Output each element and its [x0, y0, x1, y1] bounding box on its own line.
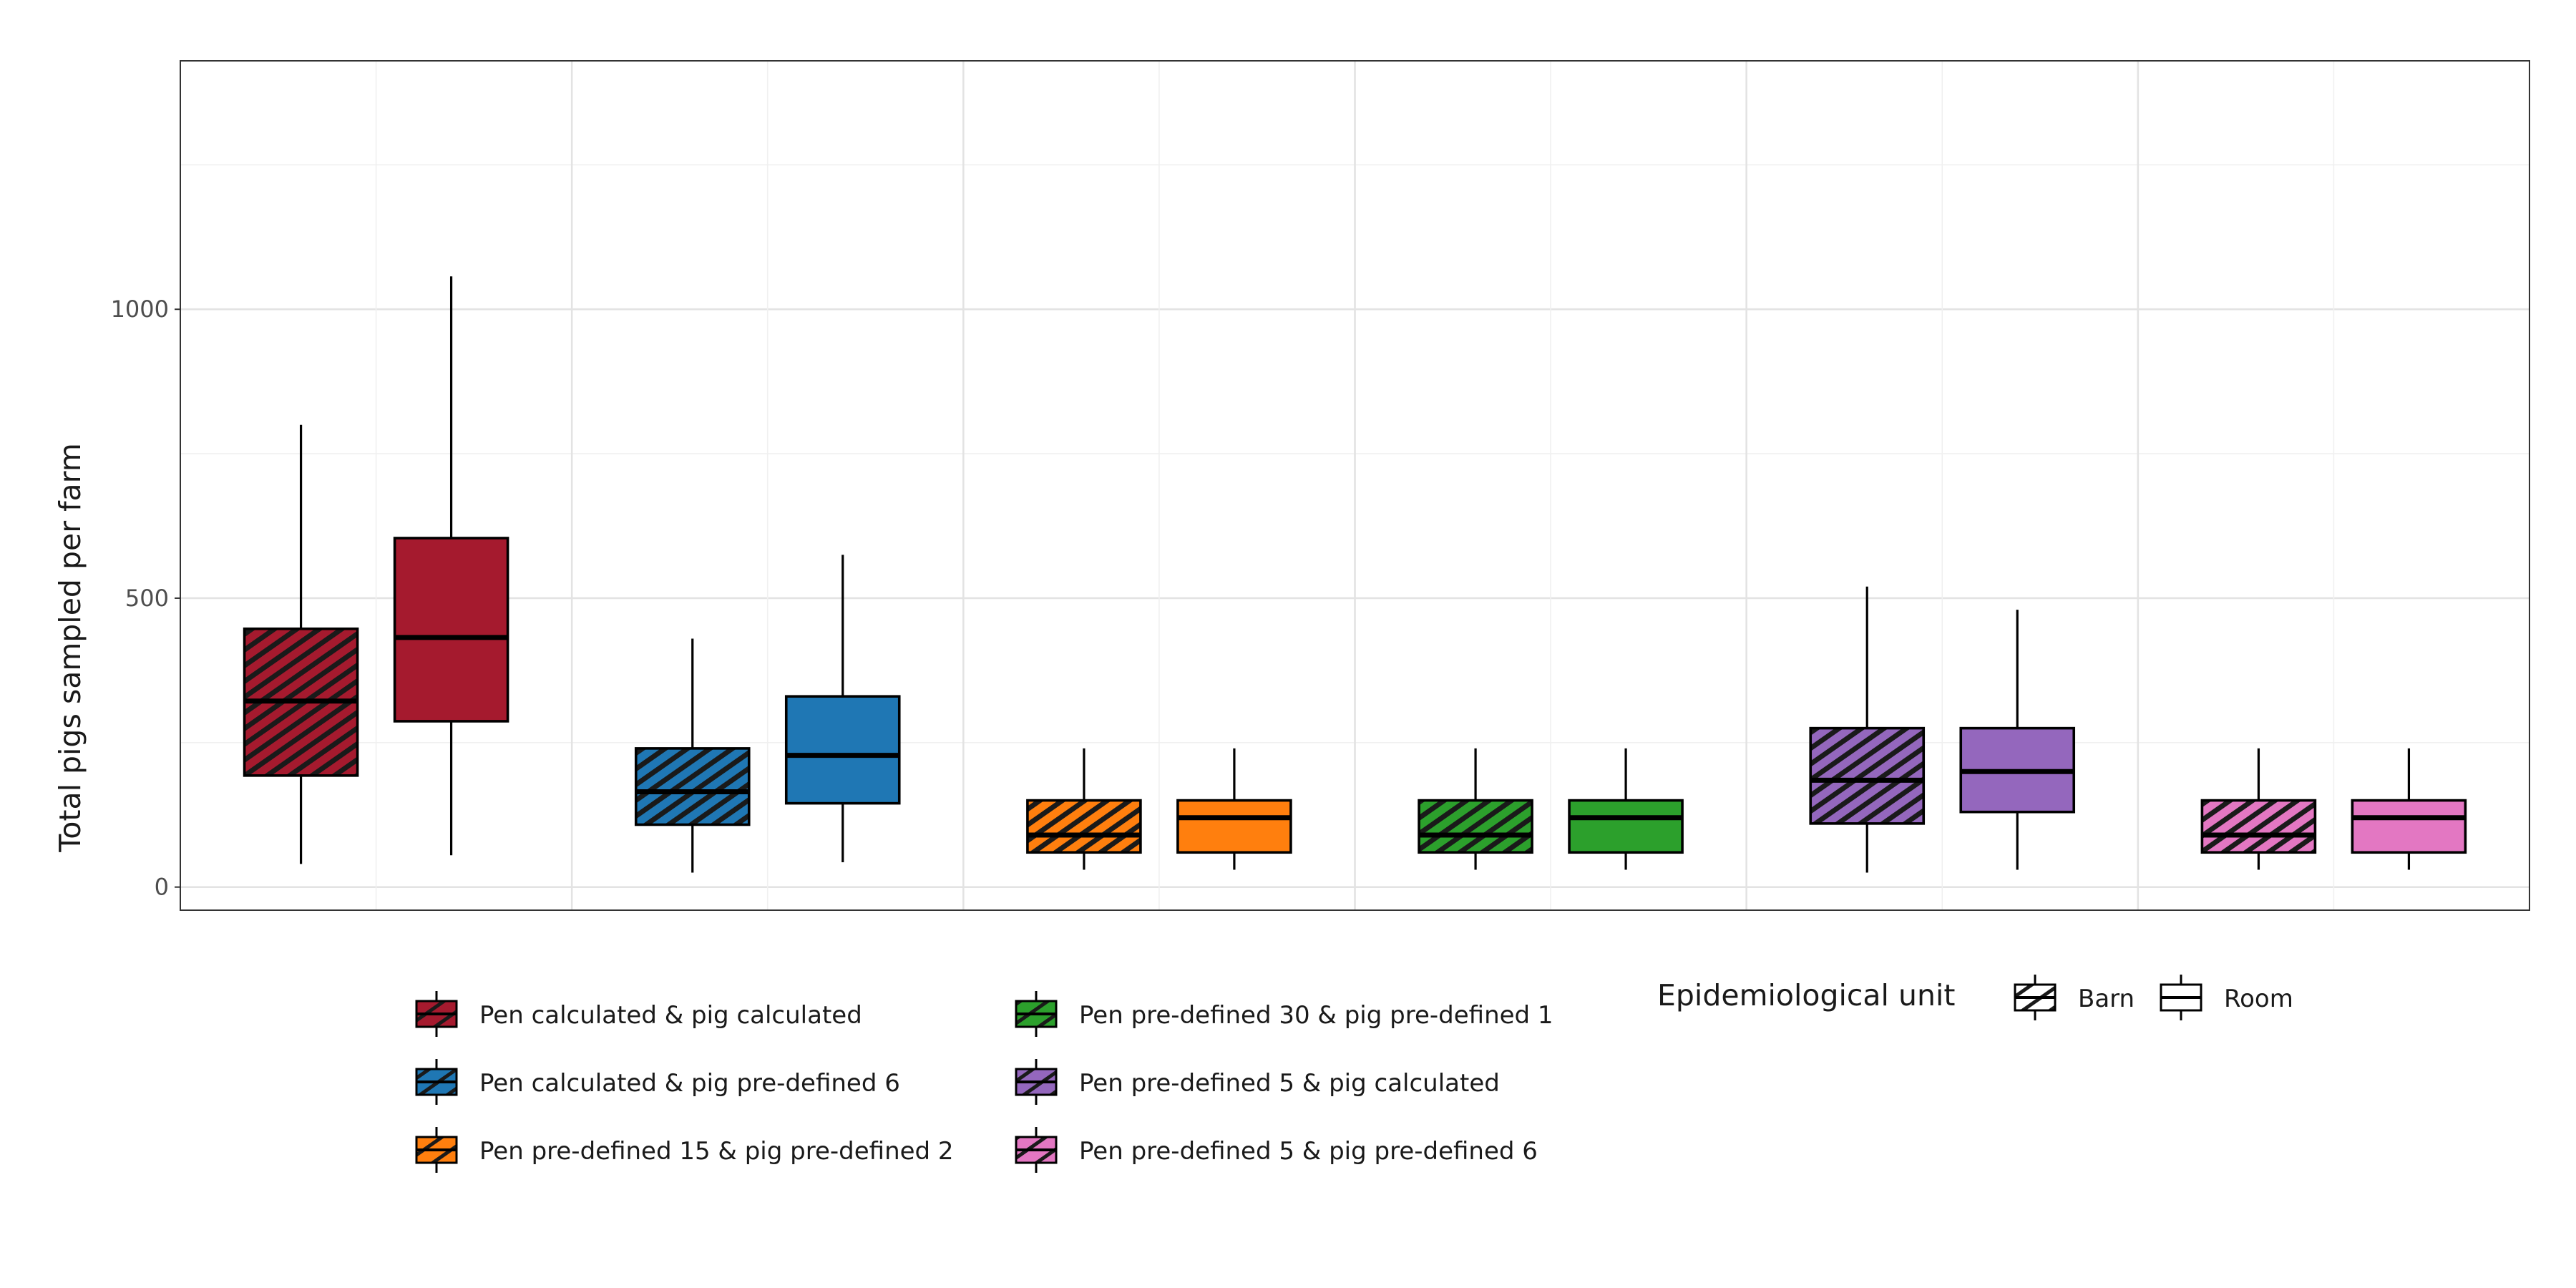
y-tick-label: 0 [155, 874, 169, 901]
box-fill [2352, 800, 2466, 853]
legend-label: Pen calculated & pig calculated [479, 1001, 862, 1030]
box-outline [1809, 726, 1926, 825]
box-fill [394, 537, 508, 721]
boxplot-4-barn [1809, 586, 1926, 873]
legend-label: Pen pre-defined 5 & pig calculated [1079, 1069, 1500, 1098]
box-outline [1176, 799, 1292, 854]
y-tick-label: 1000 [111, 296, 169, 323]
y-axis-label: Total pigs sampled per farm [53, 443, 87, 853]
legend-label: Barn [2078, 985, 2135, 1013]
legend-item-strategy-0: Pen calculated & pig calculated [415, 991, 862, 1037]
boxplot-5-room [2351, 748, 2467, 870]
boxplot-0-room [393, 276, 509, 856]
legend-item-strategy-2: Pen pre-defined 15 & pig pre-defined 2 [415, 1127, 954, 1173]
boxplot-1-barn [634, 638, 751, 873]
box-hatch [1810, 728, 1924, 824]
box-outline [393, 537, 509, 723]
boxplot-2-room [1176, 748, 1292, 870]
boxplot-5-barn [2200, 748, 2317, 870]
boxplot-3-room [1568, 748, 1684, 870]
box-hatch [1419, 800, 1533, 853]
boxplot-4-room [1959, 610, 2076, 870]
strategy-legend: Pen calculated & pig calculated Pen calcu… [415, 991, 1553, 1173]
legend-item-strategy-1: Pen calculated & pig pre-defined 6 [415, 1059, 900, 1105]
unit-legend: Epidemiological unit Barn Room [1657, 975, 2293, 1020]
legend-item-unit-room: Room [2160, 975, 2293, 1020]
box-hatch [1027, 800, 1141, 853]
boxplot-0-barn [243, 424, 359, 864]
box-fill [786, 696, 899, 804]
legend-label: Pen pre-defined 5 & pig pre-defined 6 [1079, 1137, 1538, 1166]
box-outline [784, 695, 901, 805]
legend-label: Room [2224, 985, 2293, 1013]
boxplot-1-room [784, 555, 901, 862]
unit-legend-title: Epidemiological unit [1657, 978, 1955, 1013]
box-outline [1568, 799, 1684, 854]
boxplot-3-barn [1418, 748, 1533, 870]
y-axis-ticks: 0 500 1000 [111, 296, 180, 901]
boxplots [243, 276, 2467, 873]
box-outline [2351, 799, 2467, 854]
box-outline [1418, 799, 1533, 854]
box-outline [634, 747, 751, 826]
legend-item-strategy-4: Pen pre-defined 5 & pig calculated [1015, 1059, 1500, 1105]
grid-lines [180, 61, 2529, 910]
plot-panel-border [180, 60, 2530, 911]
box-fill [1177, 800, 1291, 853]
legend-item-strategy-5: Pen pre-defined 5 & pig pre-defined 6 [1015, 1127, 1538, 1173]
legend-label: Pen pre-defined 15 & pig pre-defined 2 [479, 1137, 954, 1166]
legend-item-unit-barn: Barn [2014, 975, 2135, 1020]
box-hatch [635, 748, 749, 825]
legend-item-strategy-3: Pen pre-defined 30 & pig pre-defined 1 [1015, 991, 1553, 1037]
legend-label: Pen pre-defined 30 & pig pre-defined 1 [1079, 1001, 1553, 1030]
box-outline [2200, 799, 2317, 854]
legend-label: Pen calculated & pig pre-defined 6 [479, 1069, 900, 1098]
y-tick-label: 500 [125, 585, 169, 612]
boxplot-2-barn [1026, 748, 1142, 870]
box-outline [1026, 799, 1142, 854]
box-fill [1569, 800, 1683, 853]
box-hatch [2202, 800, 2316, 853]
